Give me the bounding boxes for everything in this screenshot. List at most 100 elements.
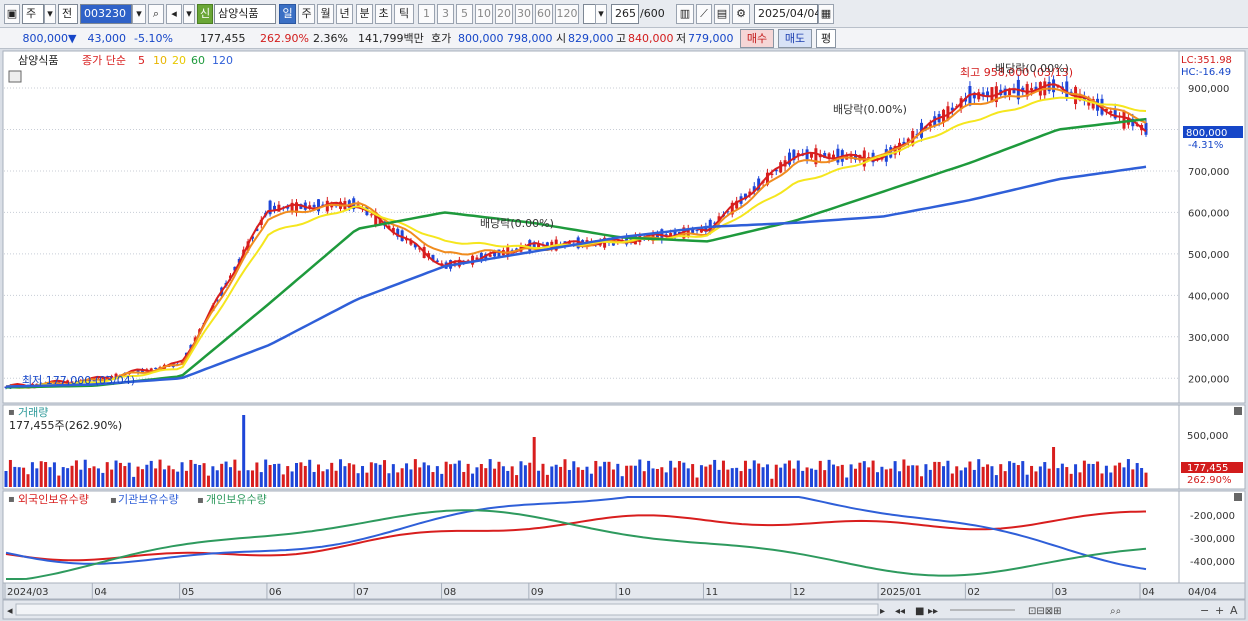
volume-bar <box>567 469 571 487</box>
volume-bar <box>849 464 853 487</box>
candle-body <box>295 202 299 213</box>
volume-bar <box>519 461 523 487</box>
market-dropdown-icon[interactable]: ▾ <box>44 4 56 24</box>
x-label: 12 <box>793 587 806 598</box>
sell-button[interactable]: 매도 <box>778 29 812 48</box>
avg-price-button[interactable]: 평 <box>816 29 836 48</box>
volume-bar <box>633 465 637 487</box>
volume-bar <box>748 468 752 487</box>
search-icon[interactable]: ⌕ <box>148 4 164 24</box>
candle-body <box>765 172 769 185</box>
x-label: 02 <box>967 587 980 598</box>
period-month[interactable]: 월 <box>317 4 334 24</box>
zoom-out-icon[interactable]: − <box>1200 604 1209 617</box>
volume-bar <box>1109 472 1113 487</box>
forward-icon[interactable]: ▸▸ <box>928 606 938 617</box>
code-dropdown-icon[interactable]: ▾ <box>132 4 146 24</box>
font-size-icon[interactable]: A <box>1230 604 1238 617</box>
volume-bar <box>853 468 857 487</box>
volume-bar <box>1060 463 1064 487</box>
period-year[interactable]: 년 <box>336 4 353 24</box>
period-week[interactable]: 주 <box>298 4 315 24</box>
zoom-in-icon[interactable]: + <box>1215 604 1224 617</box>
chart-tools-icon[interactable]: ⊡⊟⊠⊞ <box>1028 606 1062 617</box>
volume-bar <box>356 473 360 487</box>
candle-type-icon[interactable]: ▥ <box>676 4 694 24</box>
volume-bar <box>339 459 343 487</box>
scroll-left-icon[interactable]: ◂ <box>7 604 13 617</box>
candle-body <box>691 228 695 233</box>
sound-dropdown-icon[interactable]: ▾ <box>183 4 195 24</box>
layout-icon[interactable]: ▣ <box>4 4 20 24</box>
buy-button[interactable]: 매수 <box>740 29 774 48</box>
period-day[interactable]: 일 <box>279 4 296 24</box>
search-zoom-icon[interactable]: ⌕⌕ <box>1110 606 1121 617</box>
interval-dropdown-icon[interactable]: ▾ <box>595 4 607 24</box>
draw-tool-icon[interactable]: ⟋ <box>696 4 712 24</box>
volume-bar <box>198 464 202 487</box>
sound-icon[interactable]: ◂ <box>166 4 182 24</box>
candle-body <box>268 200 272 215</box>
holdings-tick-2: -300,000 <box>1190 534 1235 545</box>
scroll-right-icon[interactable]: ▸ <box>880 606 885 617</box>
interval-5[interactable]: 5 <box>456 4 473 24</box>
volume-bar <box>550 466 554 487</box>
volume-bar <box>246 470 250 487</box>
candle-body <box>545 242 549 247</box>
volume-bar <box>964 467 968 487</box>
date-input[interactable]: 2025/04/04 <box>754 4 821 24</box>
stock-chart[interactable]: 삼양식품 종가 단순 5 10 20 60 120 최고 958,000 (03… <box>0 49 1248 621</box>
volume-bar <box>66 468 70 487</box>
interval-10[interactable]: 10 <box>475 4 493 24</box>
volume-bar <box>669 460 673 487</box>
last-price: 800,000 <box>1186 128 1227 139</box>
save-icon[interactable]: ▤ <box>714 4 730 24</box>
volume-bar <box>607 461 611 487</box>
interval-3[interactable]: 3 <box>437 4 454 24</box>
interval-20[interactable]: 20 <box>495 4 513 24</box>
settings-gear-icon[interactable]: ⚙ <box>732 4 750 24</box>
interval-60[interactable]: 60 <box>535 4 553 24</box>
volume-bar <box>801 470 805 487</box>
interval-1[interactable]: 1 <box>418 4 435 24</box>
rewind-icon[interactable]: ◂◂ <box>895 606 905 617</box>
market-select[interactable]: 주 <box>22 4 44 24</box>
x-axis <box>2 582 1246 600</box>
candle-body <box>515 248 519 250</box>
candle-body <box>189 345 193 349</box>
candle-body <box>479 252 483 262</box>
stop-icon[interactable]: ■ <box>915 606 924 617</box>
volume-bar <box>563 459 567 487</box>
view-select[interactable]: 전 <box>58 4 78 24</box>
period-minute[interactable]: 분 <box>356 4 373 24</box>
volume-bar <box>691 464 695 487</box>
volume-bar <box>449 464 453 487</box>
x-label: 04 <box>1142 587 1155 598</box>
period-second[interactable]: 초 <box>375 4 392 24</box>
volume-bar <box>541 463 545 487</box>
holdings-panel-close-icon[interactable] <box>1234 493 1242 501</box>
count-input[interactable]: 265 <box>611 4 639 24</box>
volume-bar <box>1003 471 1007 487</box>
volume-panel-close-icon[interactable] <box>1234 407 1242 415</box>
volume-bar <box>893 461 897 487</box>
calendar-icon[interactable]: ▦ <box>818 4 834 24</box>
scroll-track[interactable] <box>15 603 879 616</box>
interval-30[interactable]: 30 <box>515 4 533 24</box>
interval-120[interactable]: 120 <box>555 4 579 24</box>
candle-body <box>1065 81 1069 98</box>
volume-bar <box>779 467 783 487</box>
volume-bar <box>264 459 268 487</box>
candle-body <box>713 222 717 224</box>
candle-body <box>387 225 391 229</box>
candle-body <box>889 147 893 158</box>
table-icon[interactable] <box>8 70 22 83</box>
period-tick[interactable]: 틱 <box>394 4 414 24</box>
candle-body <box>1122 110 1126 129</box>
price-axis <box>1178 50 1246 404</box>
stock-code-input[interactable]: 003230 <box>80 4 132 24</box>
volume-bar <box>867 467 871 487</box>
volume-bar <box>352 464 356 487</box>
x-label: 11 <box>705 587 718 598</box>
volume-bar <box>1078 472 1082 487</box>
